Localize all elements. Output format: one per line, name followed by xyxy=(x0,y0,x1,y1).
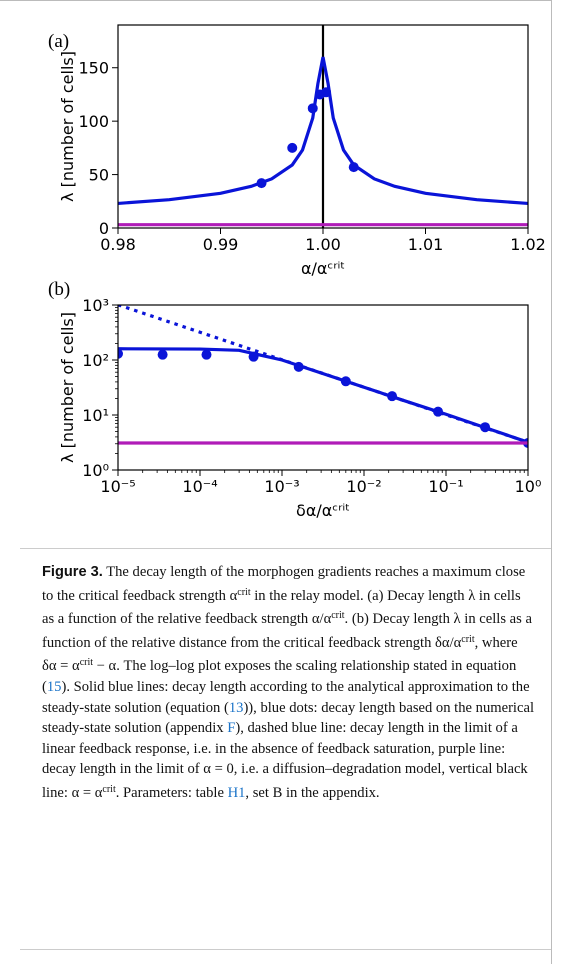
data-point xyxy=(256,178,267,189)
caption-sup: crit xyxy=(102,783,116,795)
caption-sup: crit xyxy=(79,657,94,669)
y-axis-label: λ [number of cells] xyxy=(58,312,77,463)
caption-label: Figure 3. xyxy=(42,564,103,580)
x-tick-label: 10⁻⁵ xyxy=(100,477,135,496)
figure: (a) 0.98 0.99 1.00 1.01 1.02 0 50 100 150 α/αᶜʳⁱᵗ λ… xyxy=(48,24,546,520)
caption-text: The decay length of the morphogen gradie… xyxy=(42,564,526,604)
x-tick-label: 10⁻¹ xyxy=(428,477,463,496)
data-point xyxy=(248,351,259,362)
caption-link[interactable]: 13 xyxy=(228,699,244,716)
y-tick-label: 150 xyxy=(78,59,109,78)
x-tick-label: 1.00 xyxy=(305,235,341,254)
data-point xyxy=(348,162,359,173)
caption-text: ). Solid blue lines: decay length accord… xyxy=(42,678,530,716)
caption-text: , set B in the appendix. xyxy=(245,784,380,801)
x-tick-label: 1.01 xyxy=(408,235,444,254)
y-axis-label: λ [number of cells] xyxy=(58,51,77,202)
frame xyxy=(0,0,552,964)
caption-sup: crit xyxy=(331,610,345,622)
data-point xyxy=(387,391,398,402)
data-point xyxy=(321,87,332,98)
caption-text: in the relay model. (a) Decay length λ i… xyxy=(42,587,521,628)
panel-label: (a) xyxy=(48,31,69,52)
data-point xyxy=(201,349,212,360)
y-tick-label: 0 xyxy=(99,219,109,238)
x-tick-label: 10⁻³ xyxy=(264,477,299,496)
data-point xyxy=(307,103,318,114)
line xyxy=(118,347,528,444)
panel-label: (b) xyxy=(48,279,70,300)
caption-link[interactable]: F xyxy=(227,720,236,737)
caption-text: − α. The log–log plot exposes the scalin… xyxy=(42,658,517,695)
data-point xyxy=(287,142,298,153)
caption-link[interactable]: 15 xyxy=(46,678,62,695)
line xyxy=(118,56,528,206)
data-point xyxy=(157,349,168,360)
x-tick-label: 1.02 xyxy=(510,235,546,254)
x-axis-label: α/αᶜʳⁱᵗ xyxy=(301,259,345,278)
y-tick-label: 10² xyxy=(82,351,109,370)
data-point xyxy=(433,406,444,417)
caption-sup: crit xyxy=(461,633,475,645)
y-tick-label: 10¹ xyxy=(82,406,109,425)
y-tick-label: 10⁰ xyxy=(82,461,109,480)
x-axis-label: δα/αᶜʳⁱᵗ xyxy=(296,501,350,520)
caption-text: , where δα = α xyxy=(42,634,518,675)
caption-box xyxy=(20,548,551,950)
data-point xyxy=(118,348,123,359)
data-point xyxy=(340,376,351,387)
caption-text: ), dashed blue line: decay length in the… xyxy=(42,720,528,801)
y-tick-label: 10³ xyxy=(82,296,109,315)
y-tick-label: 100 xyxy=(78,112,109,131)
plot-frame xyxy=(117,304,529,471)
x-tick-label: 0.99 xyxy=(203,235,239,254)
x-tick-label: 10⁻² xyxy=(346,477,381,496)
caption-text: . (b) Decay length λ in cells as a funct… xyxy=(42,611,532,651)
caption-link[interactable]: H1 xyxy=(227,784,246,801)
data-point xyxy=(293,361,304,372)
data-point xyxy=(480,422,491,433)
x-tick-label: 10⁰ xyxy=(515,477,542,496)
caption: Figure 3. The decay length of the morpho… xyxy=(42,562,534,804)
caption-text: )), blue dots: decay length based on the… xyxy=(42,699,535,737)
x-tick-label: 10⁻⁴ xyxy=(182,477,217,496)
y-tick-label: 50 xyxy=(89,166,109,185)
caption-sup: crit xyxy=(237,586,251,598)
x-tick-label: 0.98 xyxy=(100,235,136,254)
caption-text: . Parameters: table xyxy=(115,784,228,801)
